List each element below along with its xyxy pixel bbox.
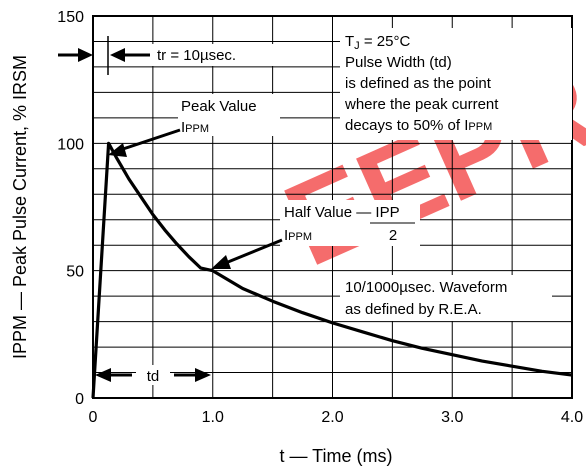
td-arrow-right-head [195, 368, 211, 382]
half-value-annotation: Half Value — IPP 2 IPPM [211, 200, 420, 269]
peak-symbol: IPPM [181, 119, 209, 136]
x-tick-label: 1.0 [202, 409, 224, 426]
half-value-label: Half Value — IPP [284, 204, 400, 221]
td-label-bg [136, 365, 170, 385]
peak-label-bg [178, 94, 280, 136]
y-tick-labels: 0 50 100 150 [57, 9, 84, 408]
peak-annotation: Peak Value IPPM [108, 94, 280, 157]
pulse-curve [91, 141, 573, 399]
td-arrow-left-head [95, 368, 111, 382]
pulse-width-line2: is defined as the point [345, 75, 492, 92]
waveform-line1: 10/1000µsec. Waveform [345, 279, 507, 296]
waveform-annotation: 10/1000µsec. Waveform as defined by R.E.… [340, 275, 552, 321]
pulse-width-line4: decays to 50% of IPPM [345, 117, 492, 134]
tr-arrow-right-head [110, 48, 125, 62]
peak-arrow-head [108, 143, 127, 157]
half-value-symbol: IPPM [284, 227, 312, 244]
x-tick-label: 3.0 [441, 409, 463, 426]
y-tick-label: 100 [57, 136, 84, 153]
waveform-line2: as defined by R.E.A. [345, 301, 482, 318]
tr-annotation: tr = 10µsec. [58, 36, 278, 75]
half-value-arrow-head [211, 255, 231, 269]
y-tick-label: 0 [75, 391, 84, 408]
tr-label: tr = 10µsec. [157, 47, 236, 64]
y-tick-label: 50 [66, 264, 84, 281]
y-axis-label: IPPM — Peak Pulse Current, % IRSM [10, 55, 30, 359]
x-tick-labels: 0 1.0 2.0 3.0 4.0 [89, 409, 584, 426]
x-axis-label: t — Time (ms) [280, 446, 393, 466]
waveform-bg [340, 275, 552, 321]
td-annotation: td [95, 365, 211, 385]
pulse-width-line1: Pulse Width (td) [345, 54, 452, 71]
tj-condition: TJ = 25°C [345, 33, 410, 52]
pulse-width-line3: where the peak current [344, 96, 499, 113]
x-tick-label: 2.0 [321, 409, 343, 426]
conditions-bg [340, 28, 572, 140]
x-tick-label: 0 [89, 409, 98, 426]
peak-value-label: Peak Value [181, 98, 257, 115]
half-value-arrow-line [227, 238, 283, 264]
peak-arrow-line [119, 128, 181, 152]
td-label: td [147, 368, 160, 385]
tr-label-bg [152, 44, 278, 66]
conditions-annotation: TJ = 25°C Pulse Width (td) is defined as… [340, 28, 572, 140]
x-tick-label: 4.0 [561, 409, 583, 426]
y-tick-label: 150 [57, 9, 84, 26]
tr-arrow-left-head [78, 48, 93, 62]
half-value-denominator: 2 [389, 227, 397, 244]
